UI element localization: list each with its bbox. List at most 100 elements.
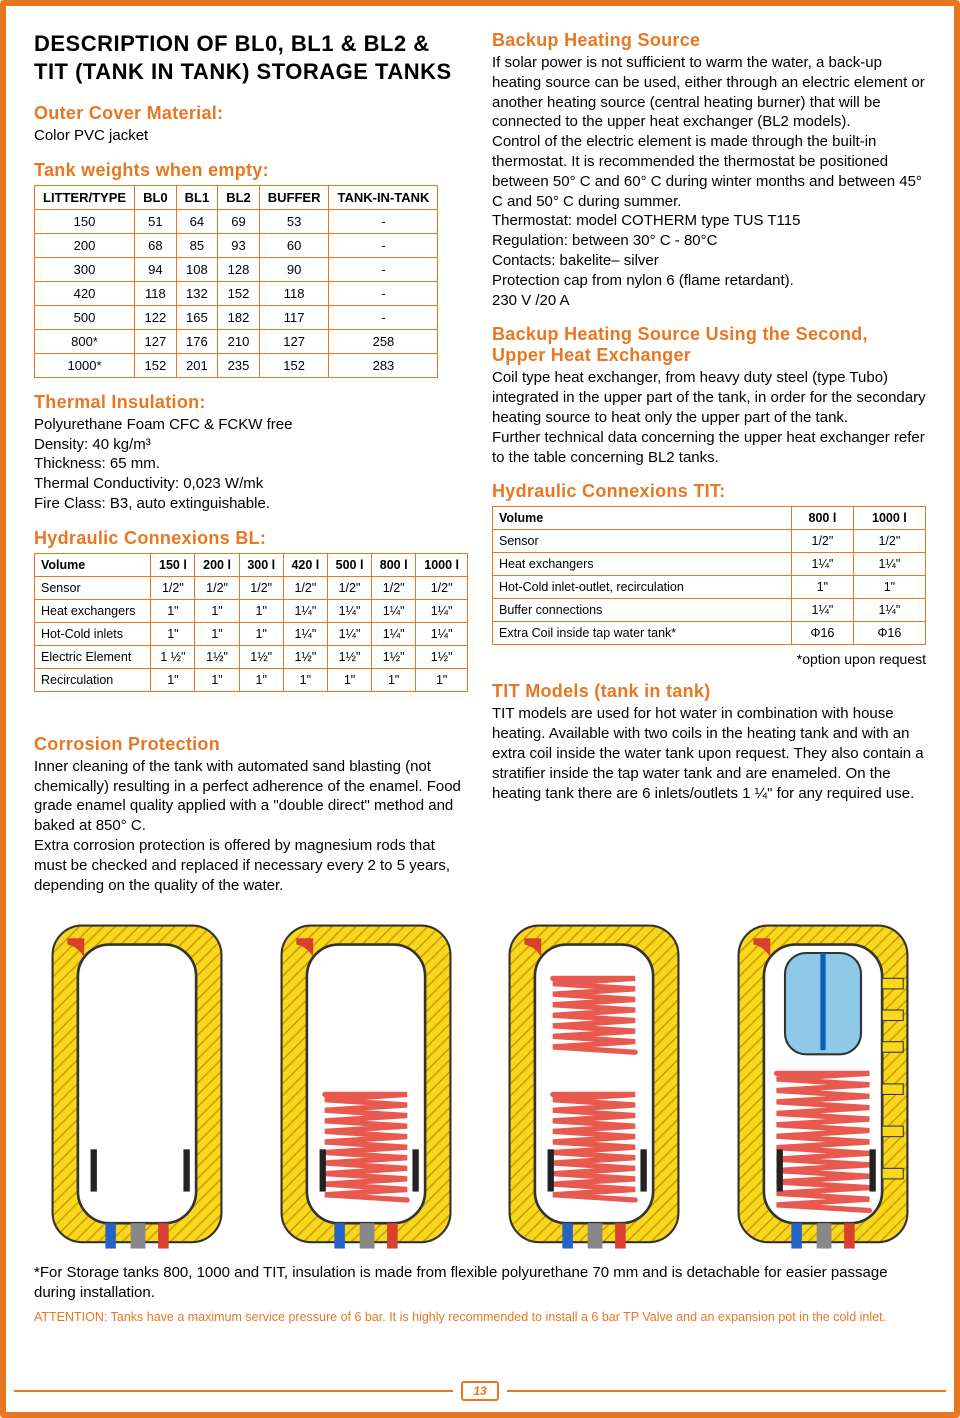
table-cell: 210 [218, 329, 260, 353]
table-cell: 94 [135, 257, 177, 281]
page-columns: DESCRIPTION OF BL0, BL1 & BL2 & TIT (TAN… [6, 6, 954, 915]
table-cell: 283 [329, 353, 438, 377]
footer-rule-left [14, 1390, 453, 1392]
table-cell: 1/2" [195, 576, 239, 599]
table-cell: 85 [176, 233, 218, 257]
table-header: 420 l [283, 553, 327, 576]
backup-text: If solar power is not sufficient to warm… [492, 53, 926, 310]
conn-tit-note: *option upon request [492, 651, 926, 667]
table-cell: - [329, 305, 438, 329]
tank-diagram [42, 915, 232, 1253]
table-header: BL2 [218, 185, 260, 209]
table-cell: 1" [151, 668, 195, 691]
table-cell: 182 [218, 305, 260, 329]
table-cell: 1" [151, 599, 195, 622]
table-cell: 1" [372, 668, 416, 691]
table-cell: 132 [176, 281, 218, 305]
weights-table: LITTER/TYPEBL0BL1BL2BUFFERTANK-IN-TANK 1… [34, 185, 438, 378]
table-cell: 1½" [416, 645, 468, 668]
footnotes: *For Storage tanks 800, 1000 and TIT, in… [6, 1253, 954, 1333]
footnote-insulation: *For Storage tanks 800, 1000 and TIT, in… [34, 1263, 926, 1303]
table-cell: 1¼" [416, 622, 468, 645]
table-cell: 64 [176, 209, 218, 233]
table-cell: Electric Element [35, 645, 151, 668]
table-cell: 1¼" [372, 599, 416, 622]
table-cell: 235 [218, 353, 260, 377]
table-cell: 1¼" [283, 622, 327, 645]
table-row: Recirculation1"1"1"1"1"1"1" [35, 668, 468, 691]
table-cell: 118 [135, 281, 177, 305]
conn-bl-heading: Hydraulic Connexions BL: [34, 528, 468, 549]
table-cell: - [329, 233, 438, 257]
table-header: BL1 [176, 185, 218, 209]
thermal-line: Polyurethane Foam CFC & FCKW free [34, 415, 468, 435]
table-cell: 51 [135, 209, 177, 233]
table-cell: 800* [35, 329, 135, 353]
table-cell: 258 [329, 329, 438, 353]
conn-bl-table: Volume150 l200 l300 l420 l500 l800 l1000… [34, 553, 468, 692]
table-cell: 1½" [372, 645, 416, 668]
thermal-line: Density: 40 kg/m³ [34, 435, 468, 455]
table-cell: 201 [176, 353, 218, 377]
backup-heading: Backup Heating Source [492, 30, 926, 51]
table-cell: 1½" [195, 645, 239, 668]
page-footer: 13 [6, 1384, 954, 1398]
table-cell: Sensor [493, 530, 792, 553]
table-cell: 1¼" [283, 599, 327, 622]
table-cell: Extra Coil inside tap water tank* [493, 622, 792, 645]
table-cell: 1" [239, 599, 283, 622]
table-cell: 1 ½" [151, 645, 195, 668]
table-cell: 200 [35, 233, 135, 257]
table-header: BL0 [135, 185, 177, 209]
table-cell: Heat exchangers [493, 553, 792, 576]
table-row: 20068859360- [35, 233, 438, 257]
tank-diagrams [6, 915, 954, 1253]
table-header: Volume [493, 507, 792, 530]
table-cell: Recirculation [35, 668, 151, 691]
table-row: Electric Element1 ½"1½"1½"1½"1½"1½"1½" [35, 645, 468, 668]
table-cell: 1" [327, 668, 371, 691]
table-cell: - [329, 281, 438, 305]
table-header: Volume [35, 553, 151, 576]
table-header: 1000 l [853, 507, 925, 530]
table-row: Sensor1/2"1/2" [493, 530, 926, 553]
left-column: DESCRIPTION OF BL0, BL1 & BL2 & TIT (TAN… [34, 30, 468, 895]
thermal-text: Polyurethane Foam CFC & FCKW freeDensity… [34, 415, 468, 514]
table-cell: 127 [135, 329, 177, 353]
table-cell: 1¼" [416, 599, 468, 622]
outer-cover-heading: Outer Cover Material: [34, 103, 468, 124]
table-cell: 1¼" [792, 553, 854, 576]
table-row: Extra Coil inside tap water tank*Φ16Φ16 [493, 622, 926, 645]
table-cell: 90 [259, 257, 329, 281]
table-cell: 1" [195, 599, 239, 622]
table-cell: 69 [218, 209, 260, 233]
table-header: 1000 l [416, 553, 468, 576]
table-row: Hot-Cold inlets1"1"1"1¼"1¼"1¼"1¼" [35, 622, 468, 645]
table-row: Buffer connections1¼"1¼" [493, 599, 926, 622]
table-cell: Φ16 [792, 622, 854, 645]
table-cell: 1¼" [792, 599, 854, 622]
table-cell: 1½" [239, 645, 283, 668]
footnote-attention: ATTENTION: Tanks have a maximum service … [34, 1309, 926, 1326]
page-title: DESCRIPTION OF BL0, BL1 & BL2 & TIT (TAN… [34, 30, 468, 85]
table-cell: 53 [259, 209, 329, 233]
table-header: 800 l [792, 507, 854, 530]
table-row: Hot-Cold inlet-outlet, recirculation1"1" [493, 576, 926, 599]
table-header: BUFFER [259, 185, 329, 209]
table-cell: Heat exchangers [35, 599, 151, 622]
table-cell: Φ16 [853, 622, 925, 645]
table-cell: 1/2" [327, 576, 371, 599]
table-cell: 118 [259, 281, 329, 305]
table-cell: 1/2" [372, 576, 416, 599]
corrosion-text: Inner cleaning of the tank with automate… [34, 757, 468, 896]
table-cell: 420 [35, 281, 135, 305]
table-cell: 1¼" [853, 599, 925, 622]
table-cell: 1" [416, 668, 468, 691]
table-cell: Sensor [35, 576, 151, 599]
table-header: 300 l [239, 553, 283, 576]
weights-heading: Tank weights when empty: [34, 160, 468, 181]
table-cell: 1¼" [327, 622, 371, 645]
table-row: 3009410812890- [35, 257, 438, 281]
tank-diagram [499, 915, 689, 1253]
table-row: Sensor1/2"1/2"1/2"1/2"1/2"1/2"1/2" [35, 576, 468, 599]
